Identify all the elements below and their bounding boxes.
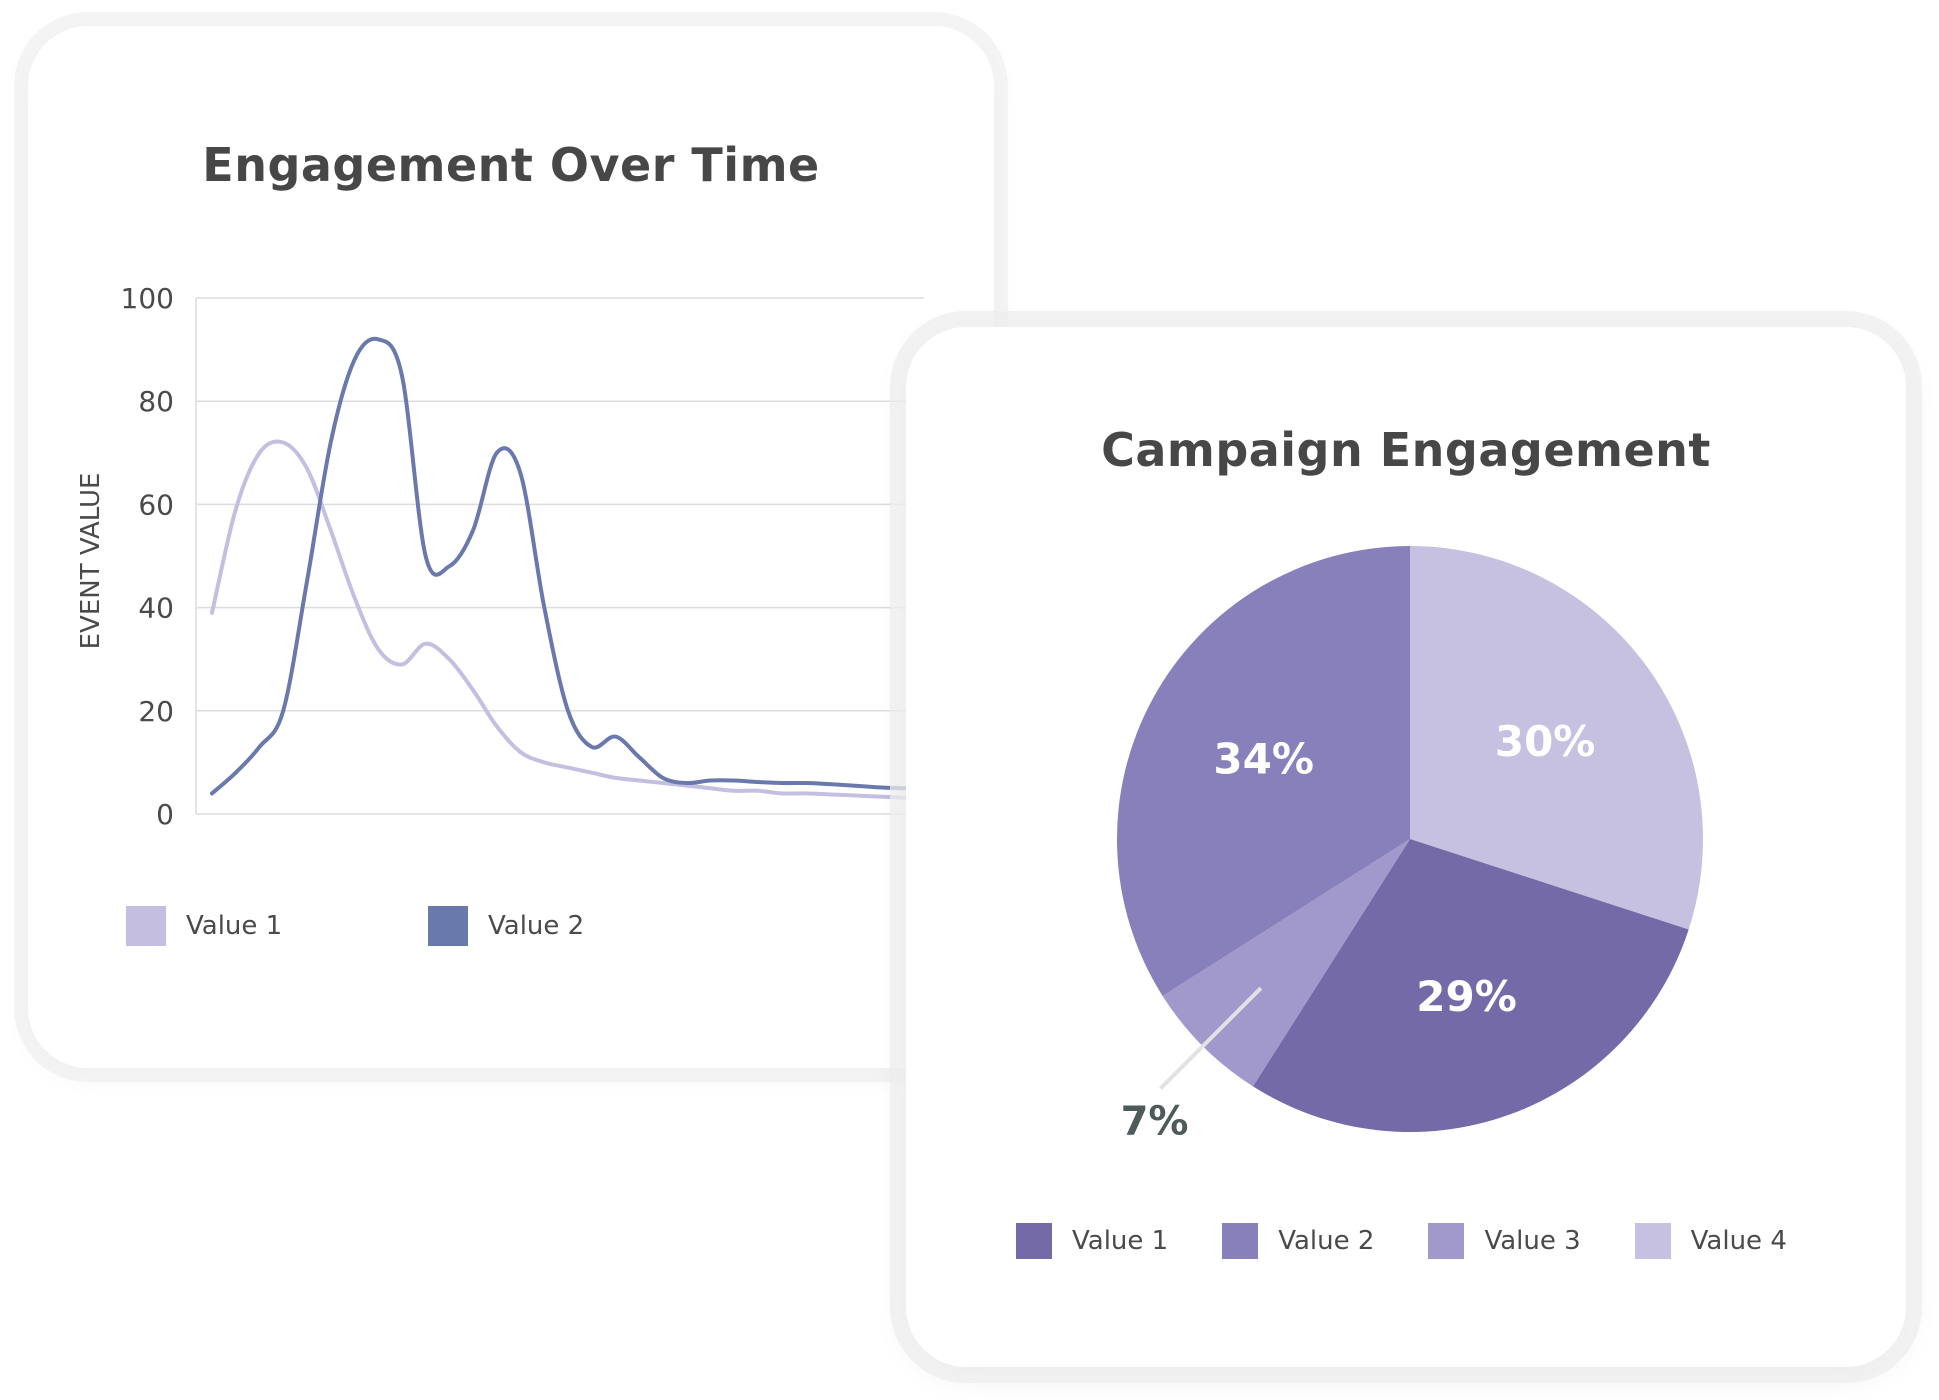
pie-leader-line	[1159, 986, 1263, 1090]
pie-legend-label-value-2: Value 2	[1278, 1226, 1375, 1256]
y-axis-label: EVENT VALUE	[76, 473, 106, 650]
pie-chart-card: Campaign Engagement 30% 29% 7% 34% Value 1 …	[906, 327, 1906, 1367]
pie-legend-swatch-value-1	[1016, 1223, 1052, 1259]
pie-chart-title: Campaign Engagement	[1101, 423, 1711, 477]
legend-item-value-1: Value 1	[126, 906, 428, 946]
y-tick-label: 60	[138, 488, 174, 521]
series-line-value-2	[210, 336, 926, 796]
y-tick-label: 80	[138, 385, 174, 418]
pie-chart: 30% 29% 7% 34%	[1116, 546, 1703, 1144]
pie-slice-value-2	[1116, 546, 1410, 996]
y-tick-label: 40	[138, 592, 174, 625]
pie-legend-swatch-value-2	[1222, 1223, 1259, 1259]
pie-legend-item-value-4: Value 4	[1634, 1223, 1787, 1259]
pie-slice-label: 30%	[1495, 717, 1596, 766]
pie-slice-label: 34%	[1213, 735, 1314, 784]
y-tick-label: 20	[138, 695, 174, 728]
line-chart-title: Engagement Over Time	[202, 138, 820, 192]
pie-legend-label-value-3: Value 3	[1484, 1226, 1581, 1256]
pie-chart-legend: Value 1 Value 2 Value 3 Value 4	[1016, 1223, 1841, 1259]
line-chart: 0 20 40 60 80 100 EVENT VALUE	[76, 282, 926, 831]
legend-swatch-value-1	[126, 906, 166, 946]
pie-legend-swatch-value-4	[1634, 1223, 1671, 1259]
legend-label-value-1: Value 1	[186, 911, 283, 941]
legend-item-value-2: Value 2	[428, 906, 730, 946]
line-chart-legend: Value 1 Value 2	[126, 906, 730, 946]
legend-swatch-value-2	[428, 906, 468, 946]
y-tick-label: 100	[121, 282, 174, 315]
line-chart-card: Engagement Over Time 0 20 40 60 80 100 EVENT V…	[28, 26, 994, 1068]
pie-legend-item-value-2: Value 2	[1222, 1223, 1374, 1259]
pie-legend-item-value-1: Value 1	[1016, 1223, 1168, 1259]
pie-slice-label: 29%	[1416, 972, 1517, 1021]
pie-legend-label-value-4: Value 4	[1690, 1226, 1787, 1256]
pie-legend-item-value-3: Value 3	[1428, 1223, 1581, 1259]
y-tick-label: 0	[156, 798, 174, 831]
pie-slice-label: 7%	[1121, 1098, 1189, 1144]
series-line-value-1	[210, 439, 926, 801]
pie-slice-value-1	[1253, 839, 1689, 1133]
pie-slice-value-4	[1410, 546, 1703, 930]
pie-legend-label-value-1: Value 1	[1072, 1226, 1169, 1256]
legend-label-value-2: Value 2	[488, 911, 585, 941]
pie-legend-swatch-value-3	[1428, 1223, 1465, 1259]
